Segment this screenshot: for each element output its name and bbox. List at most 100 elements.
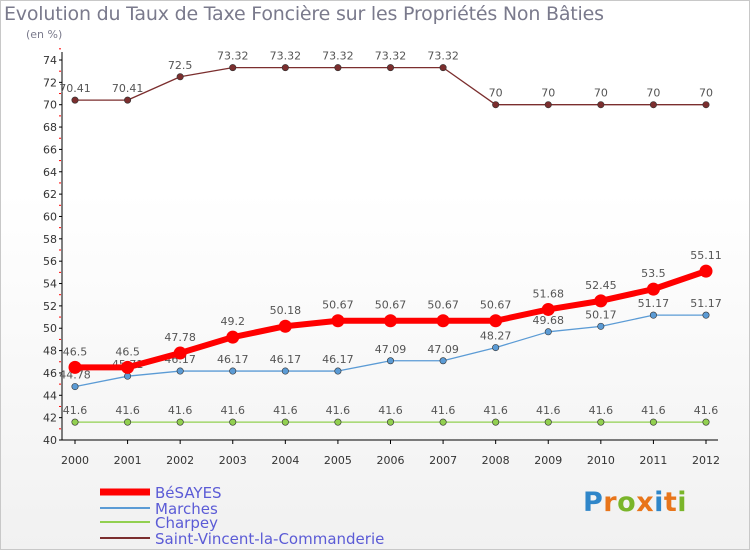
x-tick-label-2001: 2001	[114, 454, 142, 467]
data-point	[331, 314, 345, 328]
data-point	[124, 418, 132, 426]
data-label: 73.32	[375, 50, 407, 63]
data-label: 41.6	[221, 404, 246, 417]
y-tick-label-66: 66	[43, 143, 57, 156]
data-label: 70	[594, 87, 608, 100]
series-line-saint-vincent-la-commanderie	[75, 66, 706, 106]
data-label: 41.6	[483, 404, 508, 417]
y-tick-label-74: 74	[43, 54, 57, 67]
data-label: 50.17	[585, 308, 617, 321]
legend-label-0: BéSAYES	[155, 484, 222, 502]
data-point	[594, 294, 608, 308]
data-point	[649, 101, 657, 109]
x-tick-label-2005: 2005	[324, 454, 352, 467]
data-label: 51.68	[533, 287, 565, 300]
data-label: 41.6	[536, 404, 561, 417]
data-label: 70	[646, 87, 660, 100]
data-label: 48.27	[480, 330, 512, 343]
data-label: 55.11	[690, 249, 722, 262]
x-tick-label-2000: 2000	[61, 454, 89, 467]
data-point	[544, 101, 552, 109]
legend-label-2: Charpey	[155, 514, 218, 532]
proxiti-logo: Proxiti	[583, 487, 688, 518]
data-point	[176, 367, 184, 375]
data-point	[492, 101, 500, 109]
data-point	[492, 418, 500, 426]
data-point	[439, 418, 447, 426]
data-label: 44.78	[59, 369, 91, 382]
x-tick-label-2009: 2009	[534, 454, 562, 467]
data-point	[702, 311, 710, 319]
data-point	[226, 330, 240, 344]
data-point	[229, 418, 237, 426]
data-label: 46.17	[322, 353, 354, 366]
x-tick-label-2011: 2011	[639, 454, 667, 467]
x-tick-label-2008: 2008	[482, 454, 510, 467]
data-label: 41.6	[326, 404, 351, 417]
data-point	[121, 360, 135, 374]
data-label: 73.32	[427, 50, 459, 63]
data-point	[439, 357, 447, 365]
data-point	[68, 360, 82, 374]
data-label: 70.41	[59, 82, 91, 95]
legend-label-1: Marches	[155, 500, 218, 518]
data-label: 72.5	[168, 59, 193, 72]
data-label: 53.5	[641, 267, 666, 280]
x-tick-label-2002: 2002	[166, 454, 194, 467]
y-tick-label-50: 50	[43, 322, 57, 335]
y-tick-label-48: 48	[43, 345, 57, 358]
data-point	[702, 101, 710, 109]
data-point	[176, 418, 184, 426]
y-tick-label-70: 70	[43, 99, 57, 112]
data-point	[702, 418, 710, 426]
data-point	[544, 328, 552, 336]
y-tick-label-72: 72	[43, 76, 57, 89]
data-label: 73.32	[322, 50, 354, 63]
y-tick-label-58: 58	[43, 233, 57, 246]
data-point	[544, 418, 552, 426]
data-point	[71, 418, 79, 426]
data-point	[278, 319, 292, 333]
data-label: 46.5	[115, 345, 140, 358]
data-point	[334, 367, 342, 375]
legend-label-3: Saint-Vincent-la-Commanderie	[155, 530, 384, 548]
y-tick-label-52: 52	[43, 300, 57, 313]
data-label: 47.78	[164, 331, 196, 344]
data-label: 41.6	[168, 404, 193, 417]
data-label: 49.68	[533, 314, 565, 327]
data-point	[597, 101, 605, 109]
data-point	[386, 418, 394, 426]
x-tick-label-2010: 2010	[587, 454, 615, 467]
y-tick-label-60: 60	[43, 210, 57, 223]
y-tick-label-56: 56	[43, 255, 57, 268]
data-point	[699, 264, 713, 278]
x-tick-label-2006: 2006	[377, 454, 405, 467]
data-point	[492, 344, 500, 352]
y-tick-label-68: 68	[43, 121, 57, 134]
data-point	[176, 73, 184, 81]
data-label: 41.6	[431, 404, 456, 417]
chart-title: Evolution du Taux de Taxe Foncière sur l…	[4, 3, 604, 25]
data-label: 70.41	[112, 82, 144, 95]
data-point	[229, 64, 237, 72]
data-label: 41.6	[273, 404, 298, 417]
data-point	[597, 322, 605, 330]
data-point	[71, 383, 79, 391]
data-label: 73.32	[217, 50, 249, 63]
data-label: 50.67	[322, 299, 354, 312]
data-label: 73.32	[270, 50, 302, 63]
data-point	[439, 64, 447, 72]
y-tick-label-40: 40	[43, 434, 57, 447]
data-point	[386, 64, 394, 72]
data-label: 50.67	[375, 299, 407, 312]
data-label: 46.17	[217, 353, 249, 366]
y-tick-label-44: 44	[43, 389, 57, 402]
data-point	[386, 357, 394, 365]
data-point	[649, 311, 657, 319]
y-tick-label-42: 42	[43, 412, 57, 425]
x-tick-label-2007: 2007	[429, 454, 457, 467]
y-tick-label-46: 46	[43, 367, 57, 380]
data-point	[489, 314, 503, 328]
